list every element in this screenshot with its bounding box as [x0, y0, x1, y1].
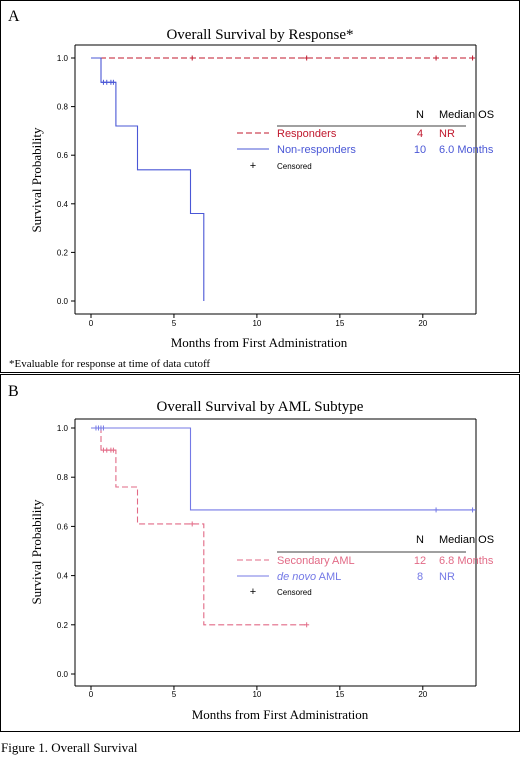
- panel-b-legend-name-2: de novo AML: [277, 571, 341, 583]
- panel-a-legend-censored-label: Censored: [277, 162, 312, 171]
- panel-a-x-tick-label: 15: [335, 319, 344, 328]
- panel-a-plot: 0 5 10 15 20 0.0 0.2 0.4 0.6 0.8 1.0: [57, 44, 477, 328]
- panel-a-y-tick-label: 0.2: [57, 248, 69, 257]
- panel-a-y-tick-label: 1.0: [57, 54, 69, 63]
- panel-a-x-tick-label: 10: [252, 319, 261, 328]
- panel-b: B Overall Survival by AML Subtype Surviv…: [0, 374, 520, 732]
- panel-b-x-tick-label: 0: [89, 690, 94, 699]
- panel-a-legend: N Median OS Responders 4 NR Non-responders 10 6…: [237, 109, 494, 172]
- panel-b-series-2-line: [91, 427, 476, 511]
- panel-a-legend-header-n: N: [416, 109, 424, 121]
- panel-b-series-1-line: [91, 427, 309, 626]
- panel-a-letter: A: [8, 8, 20, 25]
- panel-b-legend-censor-symbol: +: [250, 586, 256, 598]
- panel-b-y-tick-label: 0.4: [57, 572, 69, 581]
- panel-b-legend-n-1: 12: [414, 555, 426, 567]
- panel-a-x-tick-label: 20: [418, 319, 427, 328]
- panel-a-legend-n-1: 4: [417, 128, 423, 140]
- panel-b-legend-header-os: Median OS: [439, 534, 494, 546]
- panel-a-legend-name-2: Non-responders: [277, 144, 356, 156]
- panel-b-legend-n-2: 8: [417, 571, 423, 583]
- panel-b-letter: B: [8, 383, 19, 400]
- panel-a-legend-n-2: 10: [414, 144, 426, 156]
- panel-b-x-tick-label: 15: [335, 690, 344, 699]
- panel-b-x-tick-label: 5: [172, 690, 177, 699]
- panel-b-legend-os-1: 6.8 Months: [439, 555, 494, 567]
- panel-b-legend-censored-label: Censored: [277, 588, 312, 597]
- panel-b-x-tick-label: 20: [418, 690, 427, 699]
- panel-b-y-tick-label: 0.8: [57, 473, 69, 482]
- panel-b-frame: [0, 374, 520, 732]
- panel-a-series-2-line: [91, 57, 205, 301]
- panel-b-ylabel: Survival Probability: [29, 499, 44, 605]
- panel-a-y-tick-label: 0.8: [57, 103, 69, 112]
- figure-caption: Figure 1. Overall Survival: [1, 740, 138, 755]
- panel-b-y-tick-label: 1.0: [57, 424, 69, 433]
- panel-a-legend-os-1: NR: [439, 128, 455, 140]
- panel-a-x-tick-label: 5: [172, 319, 177, 328]
- panel-a-legend-censor-symbol: +: [250, 160, 256, 172]
- panel-b-legend-name-1: Secondary AML: [277, 555, 355, 567]
- panel-a-frame: [0, 0, 520, 373]
- panel-a-title: Overall Survival by Response*: [166, 27, 353, 43]
- panel-b-y-tick-label: 0.2: [57, 621, 69, 630]
- panel-b-legend-name-rest: AML: [316, 571, 341, 583]
- panel-b-legend: N Median OS Secondary AML 12 6.8 Months de no…: [237, 534, 494, 598]
- panel-a-xlabel: Months from First Administration: [171, 335, 348, 350]
- panel-a-legend-header-os: Median OS: [439, 109, 494, 121]
- panel-b-legend-name-italic: de novo: [277, 571, 316, 583]
- panel-a-y-tick-label: 0.6: [57, 151, 69, 160]
- panel-a-legend-os-2: 6.0 Months: [439, 144, 494, 156]
- panel-b-y-tick-label: 0.0: [57, 670, 69, 679]
- panel-b-xlabel: Months from First Administration: [192, 707, 369, 722]
- panel-b-legend-header-n: N: [416, 534, 424, 546]
- panel-a-y-tick-label: 0.4: [57, 200, 69, 209]
- panel-b-plot: 0 5 10 15 20 0.0 0.2 0.4 0.6 0.8 1.0: [57, 418, 477, 699]
- panel-b-title: Overall Survival by AML Subtype: [157, 399, 364, 415]
- panel-a-footnote: *Evaluable for response at time of data …: [9, 358, 210, 370]
- panel-a-ylabel: Survival Probability: [29, 127, 44, 233]
- panel-a-y-tick-label: 0.0: [57, 297, 69, 306]
- panel-b-y-tick-label: 0.6: [57, 522, 69, 531]
- panel-b-x-tick-label: 10: [252, 690, 261, 699]
- panel-a-x-tick-label: 0: [89, 319, 94, 328]
- panel-b-legend-os-2: NR: [439, 571, 455, 583]
- panel-a-legend-name-1: Responders: [277, 128, 337, 140]
- panel-a: A Overall Survival by Response* Survival…: [0, 0, 520, 373]
